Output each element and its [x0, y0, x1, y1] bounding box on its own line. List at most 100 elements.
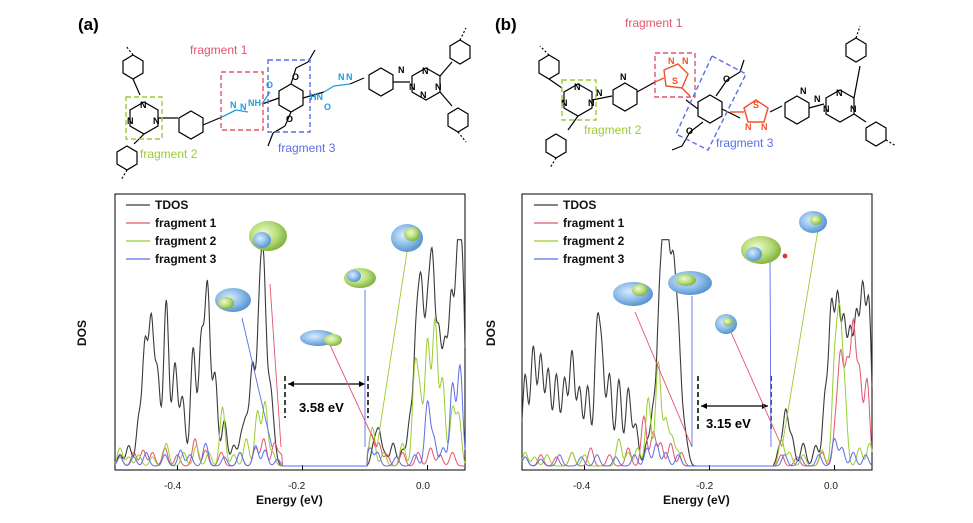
y-axis-label-a: DOS	[75, 320, 89, 346]
fragment-3-label-b: fragment 3	[716, 136, 774, 150]
fragment-2-label-a: fragment 2	[140, 147, 198, 161]
fragment-boxes-a	[125, 59, 311, 140]
panel-label-a: (a)	[78, 15, 99, 34]
fragment-1-box-a	[220, 71, 264, 131]
dos-series-fragment-3	[114, 363, 466, 467]
x-tick-label-a: 0.0	[416, 481, 430, 492]
panel-label-b: (b)	[495, 15, 517, 34]
dos-series-fragment-1	[521, 317, 873, 467]
legend-label-tdos-a: TDOS	[155, 198, 188, 212]
band-gap-a: 3.58 eV	[284, 376, 369, 418]
atom-label: N	[745, 122, 752, 132]
orbital-isosurface	[613, 282, 653, 306]
right-triazine-a	[411, 61, 453, 107]
molecule-b	[538, 25, 897, 169]
atom-label: N	[574, 82, 581, 92]
orbital-isosurface	[344, 268, 376, 288]
legend-label-fragment-1-b: fragment 1	[563, 216, 625, 230]
band-gap-label-a: 3.58 eV	[299, 400, 344, 415]
orbital-arrows-b	[634, 229, 819, 448]
right-lower-phenyl-b	[865, 121, 897, 147]
fragment-boxes-b	[561, 52, 747, 151]
right-lower-phenyl-a	[447, 107, 469, 143]
x-tick-label-b: -0.2	[696, 481, 714, 492]
dos-series-fragment-1	[114, 433, 465, 467]
atom-label: N	[338, 72, 345, 82]
atom-label: N	[668, 56, 675, 66]
left-upper-phenyl-b	[538, 45, 563, 89]
dos-plot-b	[521, 239, 873, 470]
orbital-isosurface	[668, 271, 712, 295]
atom-label: N	[561, 98, 568, 108]
atom-label: S	[672, 76, 678, 86]
orbital-isosurfaces-b	[613, 211, 827, 334]
orbital-isosurface	[300, 330, 342, 346]
right-upper-phenyl-a	[449, 27, 471, 65]
atom-label: N	[127, 116, 134, 126]
fragment-3-box-a	[267, 59, 311, 133]
orbital-arrows-a	[241, 251, 408, 448]
atom-label: N	[588, 98, 595, 108]
panel-a: (a)	[75, 15, 471, 507]
x-tick-label-a: -0.4	[164, 481, 182, 492]
panel-b: (b)	[484, 15, 897, 507]
atom-label: N	[620, 72, 627, 82]
center-ring-b	[671, 59, 745, 151]
atom-label: N	[240, 102, 247, 112]
band-gap-b: 3.15 eV	[697, 376, 772, 431]
atom-label: N	[435, 82, 442, 92]
atom-label: N	[850, 104, 857, 114]
x-tick-label-a: -0.2	[288, 481, 306, 492]
center-ring-a	[261, 49, 325, 147]
x-axis-label-a: Energy (eV)	[256, 493, 323, 507]
atom-label: HN	[310, 92, 323, 102]
fragment-2-box-a	[125, 96, 163, 140]
legend-label-fragment-2-b: fragment 2	[563, 234, 625, 248]
thiadiazole-linkers-b	[654, 63, 769, 123]
fragment-2-box-b	[561, 79, 597, 121]
legend-b: TDOS fragment 1 fragment 2 fragment 3	[534, 198, 625, 266]
atom-label: NH	[248, 98, 261, 108]
atom-label: O	[324, 102, 331, 112]
atom-label: N	[823, 104, 830, 114]
orbital-isosurfaces-a	[215, 221, 423, 346]
atom-label: N	[140, 100, 147, 110]
orbital-isosurface	[715, 314, 737, 334]
fragment-3-box-b	[675, 55, 747, 151]
atom-label: O	[686, 126, 693, 136]
atom-label: N	[398, 65, 405, 75]
atom-label: S	[753, 100, 759, 110]
atom-labels-b: N N N N N N N N S S N N N N N N O O	[561, 56, 857, 136]
legend-a: TDOS fragment 1 fragment 2 fragment 3	[126, 198, 217, 266]
atom-labels-a: N N N N N N O O O O N N N N N N NH HN	[127, 65, 442, 126]
atom-label: N	[761, 122, 768, 132]
atom-label: N	[409, 82, 416, 92]
right-phenyl-b	[769, 95, 825, 125]
left-upper-phenyl-a	[122, 45, 144, 96]
y-axis-label-b: DOS	[484, 320, 498, 346]
dos-plot-a	[114, 239, 466, 470]
atom-label: O	[292, 72, 299, 82]
orbital-isosurface	[741, 236, 788, 264]
legend-label-fragment-3-b: fragment 3	[563, 252, 625, 266]
dos-series-tdos	[114, 239, 466, 467]
atom-label: N	[814, 94, 821, 104]
molecule-a	[116, 27, 471, 181]
fragment-3-label-a: fragment 3	[278, 141, 336, 155]
orbital-isosurface	[391, 224, 423, 252]
atom-label: N	[596, 88, 603, 98]
right-upper-phenyl-b	[845, 25, 867, 63]
right-phenyl-a	[349, 67, 410, 97]
fragment-1-box-b	[654, 52, 696, 98]
atom-label: N	[836, 88, 843, 98]
orbital-isosurface	[249, 221, 287, 251]
legend-label-fragment-3-a: fragment 3	[155, 252, 217, 266]
atom-label: N	[420, 90, 427, 100]
x-tick-label-b: -0.4	[573, 481, 591, 492]
x-axis-label-b: Energy (eV)	[663, 493, 730, 507]
atom-label: N	[422, 66, 429, 76]
fragment-1-label-a: fragment 1	[190, 43, 248, 57]
atom-label: O	[266, 80, 273, 90]
right-triazine-b	[825, 65, 867, 123]
